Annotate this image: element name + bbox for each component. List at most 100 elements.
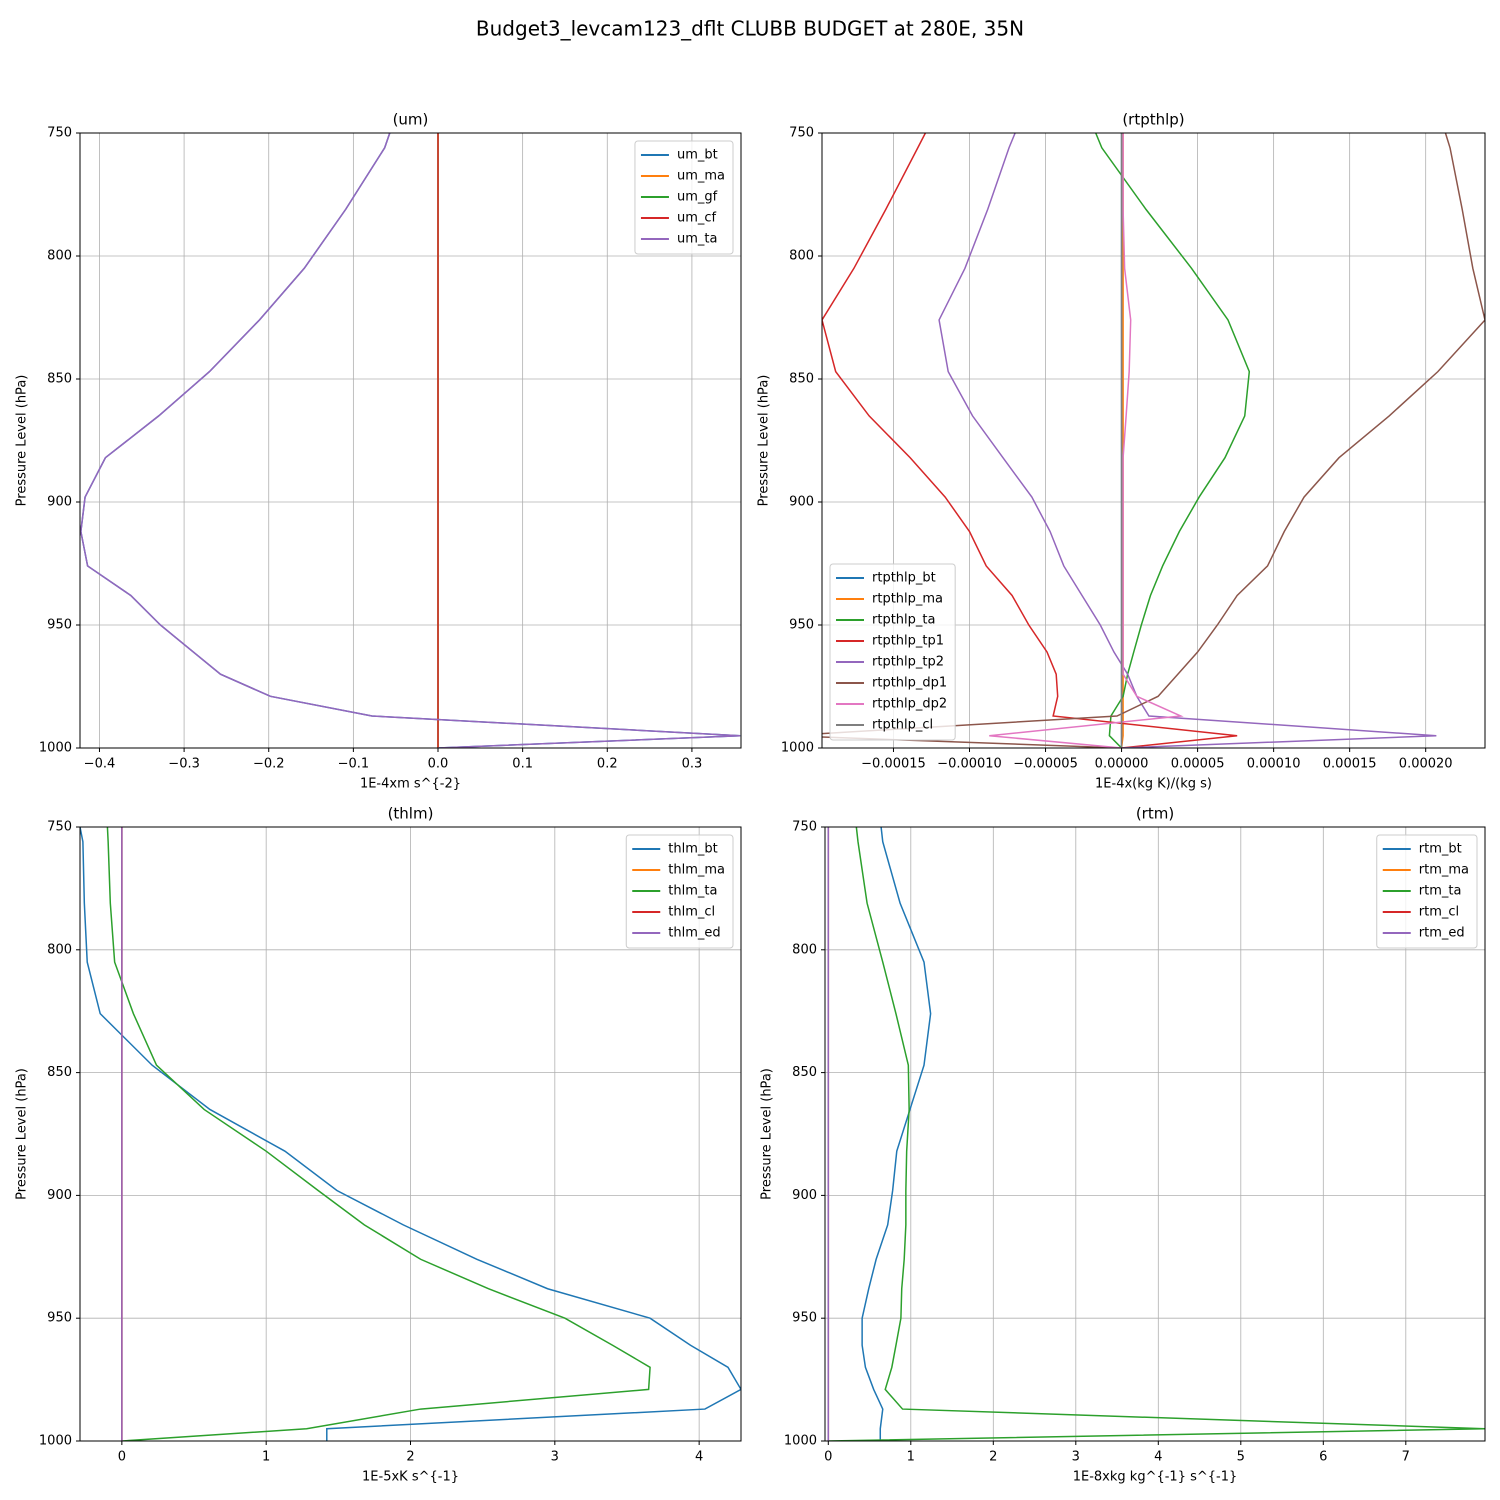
series-line	[822, 133, 1485, 748]
y-tick-label: 900	[47, 495, 72, 510]
legend-label: um_cf	[677, 211, 717, 226]
y-tick-label: 800	[47, 249, 72, 264]
y-tick-label: 750	[47, 126, 72, 141]
subplot: 0 1 2 3 4 750 800 850 900 950 1000 (thlm) 1E-5xK s^{…	[15, 805, 742, 1485]
legend-frame	[625, 834, 734, 949]
y-tick-label: 950	[792, 1311, 817, 1326]
subplot-title: (rtpthlp)	[1122, 111, 1184, 129]
x-axis-label: 1E-8xkg kg^{-1} s^{-1}	[1073, 1470, 1238, 1485]
x-tick-label: −0.2	[253, 757, 285, 772]
x-tick-label: 4	[1154, 1450, 1162, 1465]
series-line	[80, 133, 741, 748]
y-tick-label: 850	[792, 1065, 817, 1080]
y-tick-label: 900	[47, 1188, 72, 1203]
legend-label: thlm_bt	[668, 842, 717, 857]
subplot: −0.4 −0.3 −0.2 −0.1 0.0 0.1 0.2 0.3 750 800 850 900…	[15, 111, 742, 792]
x-tick-label: −0.00015	[861, 757, 926, 772]
legend-label: rtm_ta	[1419, 884, 1462, 899]
legend-frame	[829, 563, 956, 741]
x-tick-label: −0.00005	[1013, 757, 1078, 772]
x-axis-label: 1E-4x(kg K)/(kg s)	[1095, 777, 1212, 792]
x-tick-label: 6	[1319, 1450, 1327, 1465]
legend-label: rtpthlp_cl	[872, 718, 933, 733]
legend-label: rtpthlp_tp1	[872, 634, 944, 649]
axes-frame	[824, 826, 1486, 1442]
x-tick-label: 0.1	[512, 757, 533, 772]
x-tick-label: 1	[907, 1450, 915, 1465]
legend-label: rtm_bt	[1419, 842, 1462, 857]
legend-frame	[1376, 834, 1478, 949]
subplot: 0 1 2 3 4 5 6 7 750 800 850 900 950 1000 (rtm) 1E-8xkg …	[760, 805, 1486, 1485]
x-tick-label: 0	[824, 1450, 832, 1465]
x-tick-label: 7	[1402, 1450, 1410, 1465]
legend-label: um_bt	[677, 148, 718, 163]
series-line	[989, 133, 1184, 748]
series-line	[822, 133, 1238, 748]
y-tick-label: 950	[47, 1311, 72, 1326]
x-tick-label: 3	[1072, 1450, 1080, 1465]
subplot-title: (thlm)	[388, 805, 434, 823]
x-tick-label: −0.00010	[937, 757, 1002, 772]
y-tick-label: 1000	[781, 741, 814, 756]
subplot-title: (um)	[393, 111, 429, 129]
y-tick-label: 750	[789, 126, 814, 141]
legend-label: thlm_ed	[668, 926, 720, 941]
plot-area	[80, 827, 741, 1441]
legend-label: rtm_ed	[1419, 926, 1465, 941]
subplot-title: (rtm)	[1136, 805, 1174, 823]
legend-label: rtpthlp_dp2	[872, 697, 947, 712]
y-axis-label: Pressure Level (hPa)	[760, 1068, 775, 1200]
legend-label: rtpthlp_tp2	[872, 655, 944, 670]
y-axis-label: Pressure Level (hPa)	[15, 375, 30, 507]
x-tick-label: 0.00015	[1323, 757, 1377, 772]
legend: rtpthlp_bt rtpthlp_ma rtpthlp_ta rtpthlp_tp…	[829, 563, 956, 741]
y-tick-label: 900	[792, 1188, 817, 1203]
series-line	[828, 827, 1485, 1441]
y-tick-label: 850	[47, 372, 72, 387]
x-tick-label: 2	[406, 1450, 414, 1465]
series-line	[106, 827, 651, 1441]
y-tick-label: 750	[792, 820, 817, 835]
y-tick-label: 800	[789, 249, 814, 264]
series-line	[1095, 133, 1251, 748]
legend-label: um_gf	[677, 190, 718, 205]
x-tick-label: 0.00005	[1171, 757, 1225, 772]
axes-frame	[79, 826, 742, 1442]
x-tick-label: 0.00010	[1247, 757, 1301, 772]
y-tick-label: 850	[47, 1065, 72, 1080]
x-tick-label: 0.3	[682, 757, 703, 772]
y-tick-label: 800	[47, 942, 72, 957]
x-tick-label: 3	[551, 1450, 559, 1465]
x-tick-label: −0.3	[168, 757, 200, 772]
y-tick-label: 950	[47, 618, 72, 633]
figure-title: Budget3_levcam123_dflt CLUBB BUDGET at 2…	[476, 17, 1024, 41]
y-tick-label: 800	[792, 942, 817, 957]
axes-frame	[79, 132, 742, 749]
x-tick-label: 0.2	[597, 757, 618, 772]
series-line	[80, 827, 741, 1441]
y-tick-label: 750	[47, 820, 72, 835]
legend-label: rtpthlp_ta	[872, 613, 935, 628]
x-tick-label: 0.00020	[1399, 757, 1453, 772]
plot-area	[822, 133, 1485, 748]
legend-label: um_ta	[677, 232, 717, 247]
x-tick-label: 0	[118, 1450, 126, 1465]
x-tick-label: −0.4	[84, 757, 116, 772]
x-tick-label: 5	[1237, 1450, 1245, 1465]
legend-label: rtm_ma	[1419, 863, 1469, 878]
y-tick-label: 950	[789, 618, 814, 633]
y-tick-label: 850	[789, 372, 814, 387]
legend: rtm_bt rtm_ma rtm_ta rtm_cl rtm_ed	[1376, 834, 1478, 949]
y-tick-label: 1000	[784, 1434, 817, 1449]
subplot: −0.00015 −0.00010 −0.00005 0.00000 0.00005 0.…	[757, 111, 1486, 792]
series-line	[938, 133, 1437, 748]
plot-area	[827, 827, 1485, 1441]
legend: um_bt um_ma um_gf um_cf um_ta	[634, 140, 734, 255]
x-tick-label: 0.00000	[1095, 757, 1149, 772]
x-tick-label: 0.0	[428, 757, 449, 772]
series-line	[861, 827, 932, 1441]
y-tick-label: 900	[789, 495, 814, 510]
x-axis-label: 1E-4xm s^{-2}	[360, 777, 461, 792]
legend-label: thlm_cl	[668, 905, 715, 920]
